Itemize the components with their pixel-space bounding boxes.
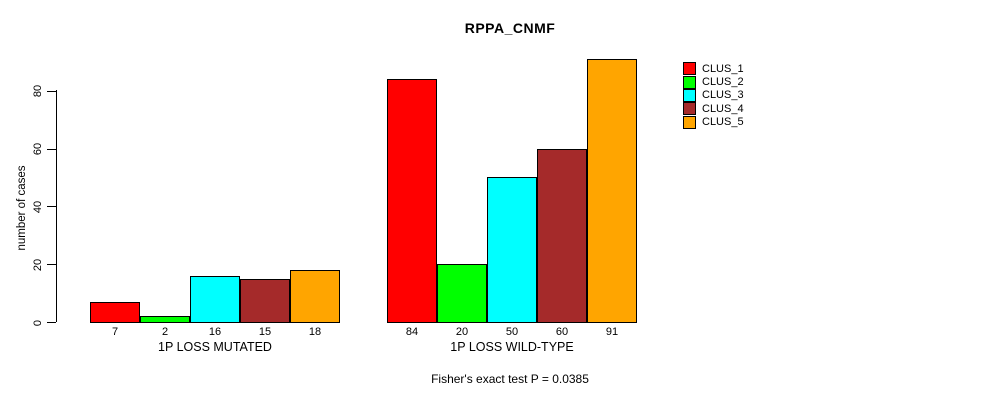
- stat-test-annotation: Fisher's exact test P = 0.0385: [431, 372, 589, 386]
- y-tick-label: 40: [32, 200, 44, 214]
- y-tick-label: 60: [32, 142, 44, 156]
- chart-title: RPPA_CNMF: [464, 20, 556, 36]
- legend-swatch-clus_3: [683, 88, 696, 102]
- legend-label: CLUS_5: [702, 116, 744, 129]
- y-tick: [47, 206, 56, 208]
- bar-value-label: 2: [161, 326, 169, 338]
- bar-clus_4-group2: [537, 149, 587, 323]
- legend-row: CLUS_4: [683, 102, 744, 116]
- bar-value-label: 18: [308, 326, 322, 338]
- bar-clus_5-group2: [587, 59, 637, 323]
- y-tick: [47, 90, 56, 92]
- legend-row: CLUS_3: [683, 88, 744, 102]
- bar-clus_1-group2: [387, 79, 437, 323]
- legend-row: CLUS_2: [683, 75, 744, 89]
- bar-value-label: 91: [605, 326, 619, 338]
- bar-value-label: 15: [258, 326, 272, 338]
- bar-value-label: 7: [111, 326, 119, 338]
- legend-swatch-clus_2: [683, 75, 696, 89]
- legend-row: CLUS_1: [683, 62, 744, 76]
- bar-clus_3-group2: [487, 177, 537, 323]
- bar-clus_2-group1: [140, 316, 190, 323]
- bar-clus_5-group1: [290, 270, 340, 323]
- bar-clus_2-group2: [437, 264, 487, 323]
- bar-value-label: 84: [405, 326, 419, 338]
- y-tick: [47, 322, 56, 323]
- legend-label: CLUS_2: [702, 76, 744, 89]
- bar-clus_4-group1: [240, 279, 290, 323]
- y-axis-label: number of cases: [16, 165, 28, 251]
- y-tick-label: 0: [32, 319, 44, 326]
- y-tick-label: 80: [32, 85, 44, 98]
- legend-swatch-clus_1: [683, 62, 696, 76]
- y-axis-line: [56, 90, 57, 323]
- legend-label: CLUS_4: [702, 102, 744, 115]
- bar-value-label: 16: [208, 326, 222, 338]
- legend-label: CLUS_3: [702, 89, 744, 102]
- x-group-label: 1P LOSS WILD-TYPE: [450, 340, 574, 354]
- legend-swatch-clus_5: [683, 115, 696, 129]
- bar-value-label: 20: [455, 326, 469, 338]
- y-tick: [47, 264, 56, 266]
- y-tick-label: 20: [32, 258, 44, 271]
- legend-swatch-clus_4: [683, 102, 696, 116]
- legend: CLUS_1 CLUS_2 CLUS_3 CLUS_4 CLUS_5: [683, 62, 744, 129]
- bar-clus_3-group1: [190, 276, 240, 323]
- legend-label: CLUS_1: [702, 62, 744, 75]
- legend-row: CLUS_5: [683, 115, 744, 129]
- x-group-label: 1P LOSS MUTATED: [158, 340, 272, 354]
- bar-value-label: 50: [505, 326, 519, 338]
- bar-value-label: 60: [555, 326, 569, 338]
- y-tick: [47, 148, 56, 150]
- bar-clus_1-group1: [90, 302, 140, 323]
